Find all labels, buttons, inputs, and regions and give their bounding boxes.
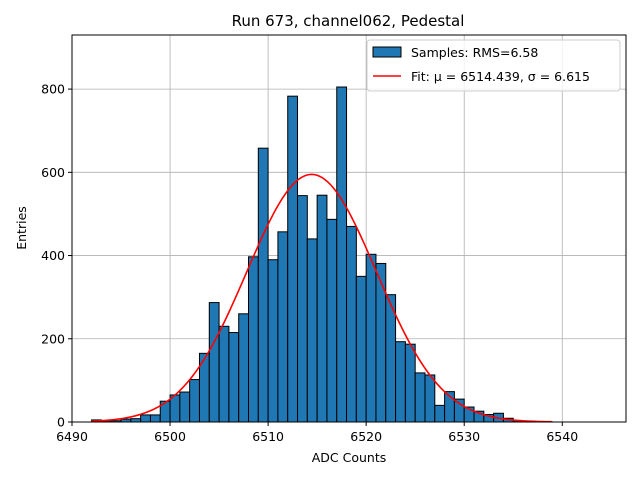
histogram-bar xyxy=(208,302,220,423)
y-tick-label: 800 xyxy=(41,82,65,97)
histogram-bar xyxy=(375,262,387,423)
histogram-bar xyxy=(395,341,406,423)
x-axis-label: ADC Counts xyxy=(312,450,387,465)
y-tick-label: 600 xyxy=(41,165,65,180)
histogram-bar xyxy=(385,294,397,423)
legend-fit-label: Fit: μ = 6514.439, σ = 6.615 xyxy=(411,69,590,84)
legend-histogram-swatch xyxy=(372,46,402,58)
y-tick-label: 200 xyxy=(41,331,65,346)
histogram-bar xyxy=(297,195,308,423)
x-tick-label: 6540 xyxy=(546,429,578,444)
x-axis-ticks: 6490 6500 6510 6520 6530 6540 xyxy=(56,422,578,444)
histogram-bar xyxy=(287,95,299,423)
histogram-bar xyxy=(424,374,436,423)
fit-curve-layer xyxy=(91,173,553,423)
histogram-bar xyxy=(140,414,151,423)
x-tick-label: 6500 xyxy=(154,429,186,444)
legend-box xyxy=(366,39,621,92)
histogram-bar xyxy=(326,218,338,423)
histogram-bar xyxy=(414,372,426,423)
histogram-bar xyxy=(179,391,191,423)
histogram-bar xyxy=(238,313,249,423)
histogram-bar xyxy=(355,275,367,423)
legend: Samples: RMS=6.58 Fit: μ = 6514.439, σ =… xyxy=(366,39,621,92)
histogram-bar xyxy=(169,394,181,423)
histogram-bar xyxy=(336,86,348,423)
histogram-bar xyxy=(257,147,269,423)
y-tick-label: 400 xyxy=(41,248,65,263)
x-tick-label: 6510 xyxy=(252,429,284,444)
histogram-bar xyxy=(218,325,230,423)
histogram-bar xyxy=(277,231,289,423)
legend-histogram-label: Samples: RMS=6.58 xyxy=(411,45,538,60)
plot-frame xyxy=(71,34,627,423)
x-tick-label: 6520 xyxy=(350,429,382,444)
chart-title: Run 673, channel062, Pedestal xyxy=(232,12,465,30)
histogram-bar xyxy=(149,414,161,423)
x-tick-label: 6490 xyxy=(56,429,88,444)
histogram-bar xyxy=(404,343,416,423)
y-axis-label: Entries xyxy=(14,206,29,250)
histogram-bar xyxy=(306,238,318,423)
histogram-bar xyxy=(434,404,446,423)
fit-curve xyxy=(91,173,553,423)
y-tick-label: 0 xyxy=(57,415,65,430)
histogram-bar xyxy=(189,379,200,423)
x-tick-label: 6530 xyxy=(448,429,480,444)
histogram-bar xyxy=(316,194,328,423)
histogram-bar xyxy=(228,332,240,423)
histogram-bar xyxy=(346,225,357,423)
histogram-bar xyxy=(247,256,259,423)
histogram-bar xyxy=(267,259,279,423)
y-axis-ticks: 0 200 400 600 800 xyxy=(41,82,72,430)
histogram-bar xyxy=(365,253,377,423)
